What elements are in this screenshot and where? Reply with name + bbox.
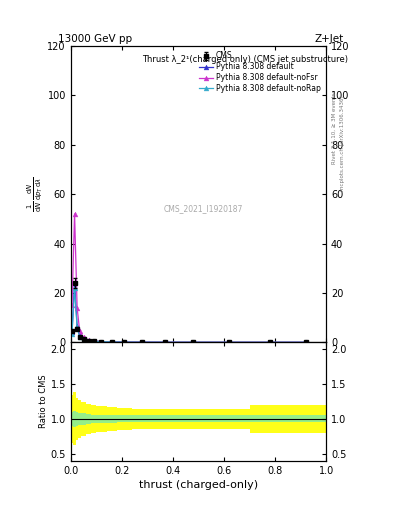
Pythia 8.308 default-noFsr: [191, 339, 196, 346]
Pythia 8.308 default-noRap: [163, 339, 167, 345]
Pythia 8.308 default: [303, 339, 308, 346]
Pythia 8.308 default-noFsr: [77, 328, 82, 334]
Pythia 8.308 default-noRap: [77, 333, 82, 339]
Pythia 8.308 default: [122, 339, 127, 345]
Pythia 8.308 default: [91, 338, 96, 344]
Legend: CMS, Pythia 8.308 default, Pythia 8.308 default-noFsr, Pythia 8.308 default-noRa: CMS, Pythia 8.308 default, Pythia 8.308 …: [198, 50, 322, 95]
Pythia 8.308 default-noRap: [140, 339, 145, 345]
Pythia 8.308 default-noRap: [122, 339, 127, 345]
Pythia 8.308 default: [227, 339, 231, 346]
Text: mcplots.cern.ch [arXiv:1306.3436]: mcplots.cern.ch [arXiv:1306.3436]: [340, 96, 345, 191]
Pythia 8.308 default: [99, 338, 104, 345]
Pythia 8.308 default: [72, 279, 77, 285]
Pythia 8.308 default: [75, 323, 79, 329]
Pythia 8.308 default: [191, 339, 196, 346]
Pythia 8.308 default-noFsr: [303, 339, 308, 346]
Pythia 8.308 default-noFsr: [81, 334, 86, 340]
Pythia 8.308 default: [86, 337, 91, 344]
Pythia 8.308 default-noFsr: [91, 338, 96, 344]
Pythia 8.308 default-noFsr: [72, 211, 77, 217]
Pythia 8.308 default-noRap: [91, 338, 96, 345]
Pythia 8.308 default-noRap: [75, 325, 79, 331]
X-axis label: thrust (charged-only): thrust (charged-only): [139, 480, 258, 490]
Pythia 8.308 default-noFsr: [268, 339, 272, 346]
Pythia 8.308 default-noRap: [70, 331, 74, 337]
Text: CMS_2021_I1920187: CMS_2021_I1920187: [164, 204, 243, 214]
Pythia 8.308 default: [268, 339, 272, 346]
Pythia 8.308 default-noFsr: [140, 339, 145, 345]
Pythia 8.308 default-noRap: [86, 337, 91, 344]
Pythia 8.308 default-noRap: [109, 339, 114, 345]
Pythia 8.308 default-noFsr: [99, 338, 104, 345]
Pythia 8.308 default-noFsr: [75, 305, 79, 311]
Pythia 8.308 default-noFsr: [70, 302, 74, 308]
Pythia 8.308 default-noFsr: [122, 339, 127, 345]
Pythia 8.308 default: [81, 336, 86, 342]
Pythia 8.308 default: [77, 333, 82, 339]
Pythia 8.308 default: [109, 339, 114, 345]
Pythia 8.308 default: [163, 339, 167, 345]
Pythia 8.308 default-noFsr: [227, 339, 231, 346]
Line: Pythia 8.308 default-noFsr: Pythia 8.308 default-noFsr: [70, 211, 308, 345]
Text: Rivet 3.1.10, ≥ 3M events: Rivet 3.1.10, ≥ 3M events: [332, 92, 337, 164]
Pythia 8.308 default-noRap: [99, 338, 104, 345]
Y-axis label: $\frac{1}{\mathrm{d}N}\,\frac{\mathrm{d}N}{\mathrm{d}p_T\,\mathrm{d}\lambda}$: $\frac{1}{\mathrm{d}N}\,\frac{\mathrm{d}…: [25, 177, 44, 212]
Pythia 8.308 default-noFsr: [163, 339, 167, 345]
Text: Z+Jet: Z+Jet: [315, 34, 344, 44]
Pythia 8.308 default: [140, 339, 145, 345]
Text: Thrust λ_2¹(charged only) (CMS jet substructure): Thrust λ_2¹(charged only) (CMS jet subst…: [142, 55, 348, 64]
Line: Pythia 8.308 default-noRap: Pythia 8.308 default-noRap: [70, 286, 308, 345]
Pythia 8.308 default-noRap: [72, 285, 77, 291]
Pythia 8.308 default-noFsr: [86, 337, 91, 343]
Text: 13000 GeV pp: 13000 GeV pp: [58, 34, 132, 44]
Pythia 8.308 default-noRap: [191, 339, 196, 346]
Line: Pythia 8.308 default: Pythia 8.308 default: [70, 280, 308, 345]
Pythia 8.308 default-noFsr: [109, 339, 114, 345]
Pythia 8.308 default-noRap: [268, 339, 272, 346]
Pythia 8.308 default-noRap: [81, 336, 86, 343]
Pythia 8.308 default-noRap: [227, 339, 231, 346]
Pythia 8.308 default-noRap: [303, 339, 308, 346]
Pythia 8.308 default: [70, 329, 74, 335]
Y-axis label: Ratio to CMS: Ratio to CMS: [39, 375, 48, 429]
